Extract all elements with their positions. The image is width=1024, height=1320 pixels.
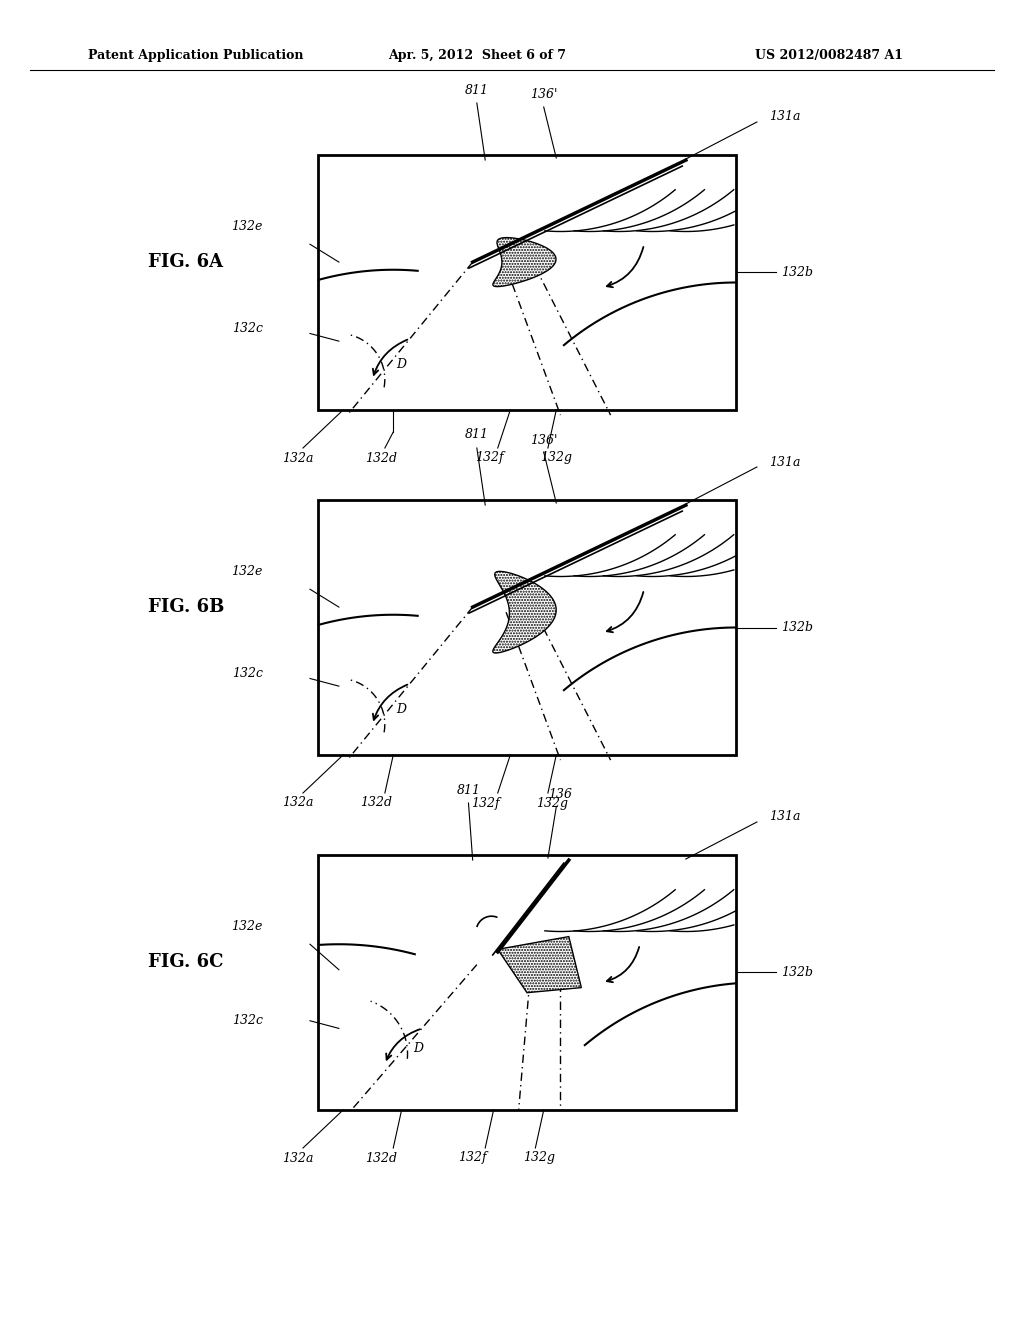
Text: 131a: 131a: [769, 810, 801, 824]
Text: 132g: 132g: [523, 1151, 556, 1164]
Text: 132d: 132d: [365, 1151, 396, 1164]
Text: 132f: 132f: [471, 796, 500, 809]
Polygon shape: [493, 572, 556, 653]
Text: FIG. 6B: FIG. 6B: [148, 598, 224, 616]
Text: 131a: 131a: [769, 111, 801, 124]
Text: 132b: 132b: [781, 966, 813, 979]
Text: 132d: 132d: [360, 796, 392, 809]
Text: Patent Application Publication: Patent Application Publication: [88, 49, 303, 62]
Text: 136: 136: [549, 788, 572, 801]
Text: US 2012/0082487 A1: US 2012/0082487 A1: [755, 49, 903, 62]
Bar: [318, 154, 736, 411]
Text: D: D: [396, 702, 407, 715]
Text: 132g: 132g: [541, 451, 572, 465]
Text: FIG. 6A: FIG. 6A: [148, 253, 223, 271]
Text: 132b: 132b: [781, 265, 813, 279]
Polygon shape: [498, 937, 582, 993]
Text: 132c: 132c: [232, 667, 263, 680]
Text: 136': 136': [530, 88, 557, 102]
Text: FIG. 6C: FIG. 6C: [148, 953, 223, 972]
Text: 132e: 132e: [231, 920, 263, 933]
Text: 132b: 132b: [781, 620, 813, 634]
Text: 811: 811: [465, 429, 488, 441]
Text: 131a: 131a: [769, 455, 801, 469]
Text: 136': 136': [530, 433, 557, 446]
Text: 132d: 132d: [365, 451, 396, 465]
Bar: [318, 500, 736, 755]
Text: 811: 811: [465, 83, 488, 96]
Text: 132e: 132e: [231, 565, 263, 578]
Text: 132f: 132f: [459, 1151, 487, 1164]
Polygon shape: [493, 238, 556, 286]
Text: D: D: [414, 1043, 423, 1055]
Text: 132f: 132f: [475, 451, 504, 465]
Text: D: D: [396, 358, 407, 371]
Text: 132a: 132a: [283, 1151, 313, 1164]
Text: 132e: 132e: [231, 220, 263, 232]
Text: 132a: 132a: [283, 796, 313, 809]
Text: 811: 811: [457, 784, 480, 796]
Text: 132c: 132c: [232, 322, 263, 335]
Text: 132c: 132c: [232, 1014, 263, 1027]
Text: 132a: 132a: [283, 451, 313, 465]
Text: 132g: 132g: [537, 796, 568, 809]
Bar: [318, 855, 736, 1110]
Text: Apr. 5, 2012  Sheet 6 of 7: Apr. 5, 2012 Sheet 6 of 7: [388, 49, 566, 62]
